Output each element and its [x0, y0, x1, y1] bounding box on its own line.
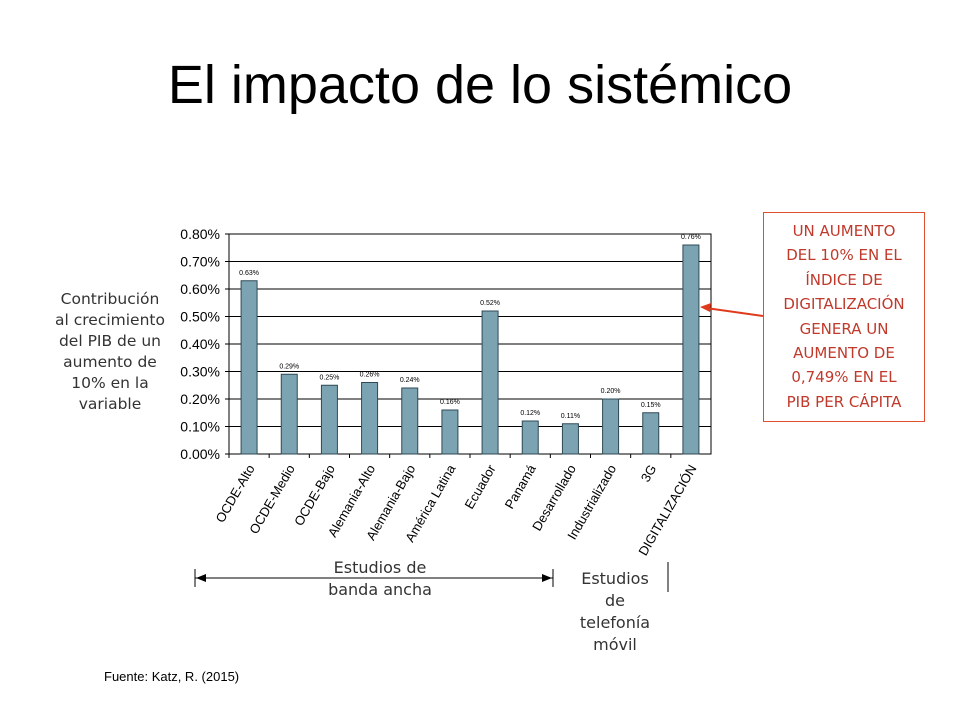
chart-labels: 0.00% 0.10% 0.20% 0.30% 0.40% 0.50% 0.60% 0.70%… — [180, 226, 701, 558]
y-tick-label: 0.70% — [180, 254, 220, 270]
callout-box: UN AUMENTO DEL 10% EN EL ÍNDICE DE DIGIT… — [763, 212, 925, 422]
y-axis-title-line: aumento de — [63, 353, 157, 371]
category-label: OCDE-Alto — [213, 462, 258, 525]
callout-line: PIB PER CÁPITA — [786, 392, 902, 411]
bar — [361, 382, 379, 455]
chart-bars — [240, 244, 700, 455]
arrowhead-left — [196, 574, 206, 582]
data-label: 0.16% — [440, 399, 460, 406]
chart-grid — [225, 233, 712, 458]
bar — [401, 387, 419, 455]
group-label-line: de — [605, 591, 625, 610]
y-axis-title-line: al crecimiento — [55, 311, 165, 329]
y-tick-label: 0.30% — [180, 364, 220, 380]
data-label: 0.11% — [561, 413, 580, 420]
data-label: 0.26% — [360, 372, 380, 379]
bar — [280, 373, 298, 455]
data-label: 0.29% — [279, 363, 299, 370]
y-axis-title-line: del PIB de un — [58, 332, 162, 350]
data-label: 0.15% — [641, 402, 661, 409]
arrowhead-right — [542, 574, 552, 582]
callout-arrow-line — [705, 307, 764, 317]
bar — [240, 280, 258, 455]
category-label: 3G — [638, 462, 660, 485]
data-label: 0.24% — [400, 377, 420, 384]
y-tick-label: 0.10% — [180, 419, 220, 435]
bar — [320, 384, 338, 455]
group-label-line: telefonía — [579, 613, 651, 632]
group-label-line: banda ancha — [328, 580, 432, 599]
data-label: 0.63% — [239, 270, 259, 277]
bar — [561, 423, 579, 455]
category-label: OCDE-Bajo — [291, 462, 338, 528]
bar — [602, 398, 620, 455]
y-tick-label: 0.60% — [180, 281, 220, 297]
y-tick-label: 0.80% — [180, 226, 220, 242]
page-title: El impacto de lo sistémico — [167, 55, 793, 115]
bar — [521, 420, 539, 455]
callout-arrowhead — [700, 303, 711, 312]
group-label-line: Estudios — [581, 569, 649, 588]
y-axis-title-line: 10% en la — [71, 374, 149, 392]
bar — [481, 310, 499, 455]
callout-line: UN AUMENTO — [792, 222, 896, 240]
y-tick-label: 0.20% — [180, 391, 220, 407]
data-label: 0.52% — [480, 300, 500, 307]
y-axis-title-line: variable — [78, 395, 142, 413]
broadband-group-label: Estudios de banda ancha — [300, 557, 460, 601]
category-label: Ecuador — [461, 461, 499, 511]
bar — [642, 412, 660, 455]
y-tick-label: 0.00% — [180, 446, 220, 462]
y-tick-label: 0.50% — [180, 309, 220, 325]
data-label: 0.12% — [520, 410, 540, 417]
group-label-line: Estudios de — [333, 558, 427, 577]
group-label-line: móvil — [593, 635, 637, 654]
bar — [441, 409, 459, 455]
y-axis-title: Contribución al crecimiento del PIB de u… — [40, 289, 180, 415]
callout-line: DIGITALIZACIÓN — [783, 295, 905, 314]
chart-arrows — [194, 303, 764, 592]
callout-line: 0,749% EN EL — [791, 368, 897, 387]
bar — [682, 244, 700, 455]
callout-line: DEL 10% EN EL — [786, 246, 902, 265]
callout-line: AUMENTO DE — [793, 344, 895, 363]
y-tick-label: 0.40% — [180, 336, 220, 352]
data-label: 0.20% — [601, 388, 621, 395]
source-note: Fuente: Katz, R. (2015) — [104, 669, 240, 684]
callout-line: GENERA UN — [799, 319, 889, 338]
callout-line: ÍNDICE DE — [805, 270, 883, 289]
mobile-group-label: Estudios de telefonía móvil — [560, 568, 670, 656]
data-label: 0.76% — [681, 234, 701, 241]
category-label: Panamá — [502, 461, 540, 511]
data-label: 0.25% — [319, 374, 339, 381]
y-axis-title-line: Contribución — [60, 290, 160, 308]
